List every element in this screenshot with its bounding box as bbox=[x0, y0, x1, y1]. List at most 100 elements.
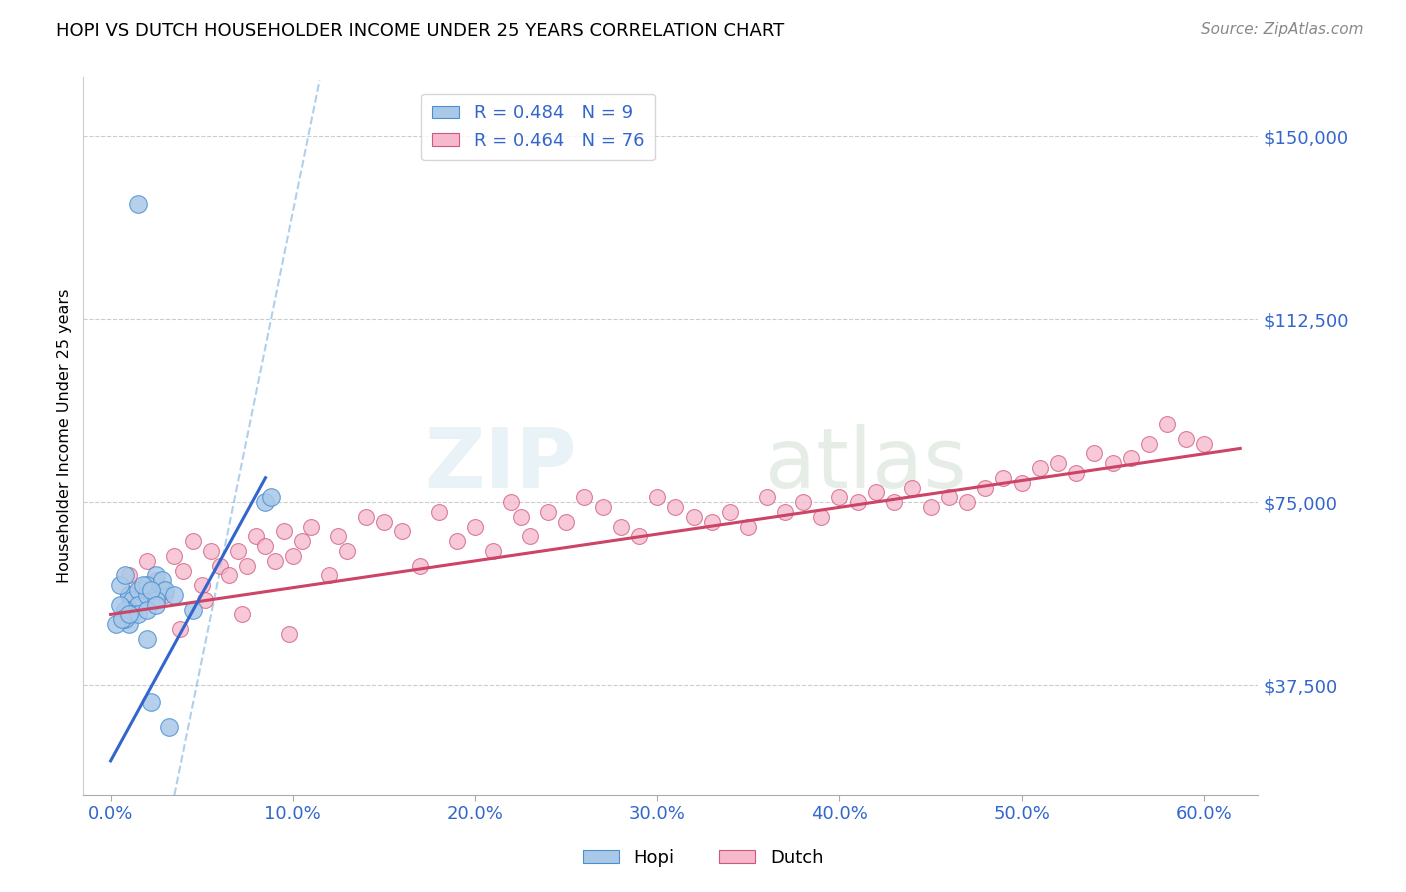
Point bbox=[150, 582, 173, 597]
Point bbox=[226, 544, 249, 558]
Point bbox=[218, 568, 240, 582]
Point bbox=[132, 578, 155, 592]
Point bbox=[118, 607, 141, 622]
Point bbox=[145, 598, 167, 612]
Legend: R = 0.484   N = 9, R = 0.464   N = 76: R = 0.484 N = 9, R = 0.464 N = 76 bbox=[422, 94, 655, 161]
Point bbox=[121, 592, 143, 607]
Point bbox=[114, 612, 136, 626]
Y-axis label: Householder Income Under 25 years: Householder Income Under 25 years bbox=[58, 289, 72, 583]
Point bbox=[1156, 417, 1178, 431]
Point bbox=[883, 495, 905, 509]
Point bbox=[409, 558, 432, 573]
Point bbox=[145, 568, 167, 582]
Point bbox=[291, 534, 314, 549]
Point bbox=[208, 558, 231, 573]
Point bbox=[354, 509, 377, 524]
Point bbox=[1192, 436, 1215, 450]
Point bbox=[278, 627, 301, 641]
Point bbox=[1083, 446, 1105, 460]
Point bbox=[127, 598, 149, 612]
Point bbox=[190, 578, 212, 592]
Point bbox=[920, 500, 942, 514]
Point bbox=[737, 519, 759, 533]
Point bbox=[610, 519, 633, 533]
Point bbox=[108, 578, 131, 592]
Point bbox=[136, 578, 159, 592]
Point bbox=[792, 495, 814, 509]
Text: HOPI VS DUTCH HOUSEHOLDER INCOME UNDER 25 YEARS CORRELATION CHART: HOPI VS DUTCH HOUSEHOLDER INCOME UNDER 2… bbox=[56, 22, 785, 40]
Point bbox=[1064, 466, 1087, 480]
Point bbox=[127, 607, 149, 622]
Point bbox=[773, 505, 796, 519]
Point bbox=[127, 197, 149, 211]
Point bbox=[254, 495, 277, 509]
Point bbox=[254, 539, 277, 553]
Point bbox=[273, 524, 295, 539]
Point bbox=[118, 617, 141, 632]
Point bbox=[1119, 451, 1142, 466]
Point bbox=[118, 568, 141, 582]
Point bbox=[627, 529, 650, 543]
Point bbox=[136, 588, 159, 602]
Point bbox=[139, 582, 162, 597]
Point bbox=[136, 554, 159, 568]
Point bbox=[682, 509, 704, 524]
Point bbox=[200, 544, 222, 558]
Point bbox=[163, 549, 186, 563]
Point bbox=[145, 574, 167, 588]
Point bbox=[155, 582, 177, 597]
Point bbox=[537, 505, 560, 519]
Point bbox=[118, 588, 141, 602]
Point bbox=[181, 602, 204, 616]
Point bbox=[956, 495, 979, 509]
Point bbox=[105, 617, 128, 632]
Text: ZIP: ZIP bbox=[425, 425, 576, 506]
Point bbox=[173, 564, 195, 578]
Point bbox=[1174, 432, 1197, 446]
Point bbox=[299, 519, 322, 533]
Point bbox=[118, 602, 141, 616]
Point bbox=[664, 500, 686, 514]
Point bbox=[755, 490, 778, 504]
Point bbox=[318, 568, 340, 582]
Point bbox=[150, 574, 173, 588]
Point bbox=[718, 505, 741, 519]
Point bbox=[114, 568, 136, 582]
Point bbox=[127, 582, 149, 597]
Point bbox=[263, 554, 285, 568]
Point bbox=[157, 720, 180, 734]
Legend: Hopi, Dutch: Hopi, Dutch bbox=[575, 842, 831, 874]
Point bbox=[974, 481, 997, 495]
Point bbox=[865, 485, 887, 500]
Point bbox=[163, 588, 186, 602]
Text: atlas: atlas bbox=[765, 425, 967, 506]
Point bbox=[108, 598, 131, 612]
Point bbox=[121, 607, 143, 622]
Point bbox=[245, 529, 267, 543]
Point bbox=[427, 505, 450, 519]
Point bbox=[846, 495, 869, 509]
Point bbox=[555, 515, 578, 529]
Point bbox=[236, 558, 259, 573]
Point bbox=[446, 534, 468, 549]
Point bbox=[391, 524, 413, 539]
Point bbox=[519, 529, 541, 543]
Point bbox=[145, 592, 167, 607]
Point bbox=[136, 602, 159, 616]
Text: Source: ZipAtlas.com: Source: ZipAtlas.com bbox=[1201, 22, 1364, 37]
Point bbox=[993, 471, 1015, 485]
Point bbox=[574, 490, 596, 504]
Point bbox=[155, 588, 177, 602]
Point bbox=[1047, 456, 1070, 470]
Point bbox=[592, 500, 614, 514]
Point bbox=[260, 490, 283, 504]
Point bbox=[169, 622, 191, 636]
Point bbox=[281, 549, 304, 563]
Point bbox=[373, 515, 395, 529]
Point bbox=[1101, 456, 1123, 470]
Point bbox=[509, 509, 531, 524]
Point bbox=[828, 490, 851, 504]
Point bbox=[114, 602, 136, 616]
Point bbox=[501, 495, 523, 509]
Point bbox=[136, 632, 159, 646]
